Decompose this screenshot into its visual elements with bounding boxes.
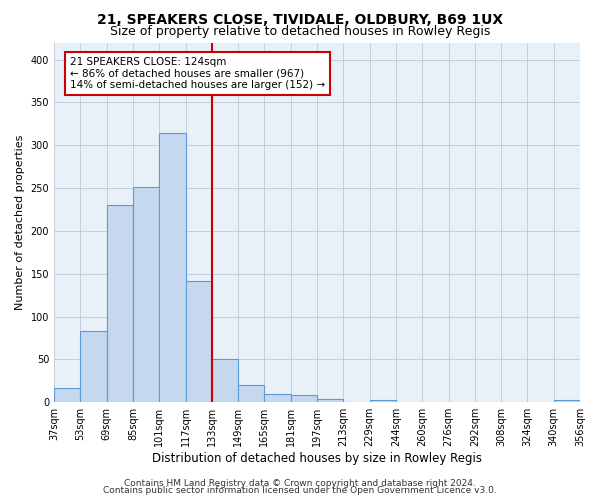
Y-axis label: Number of detached properties: Number of detached properties	[15, 134, 25, 310]
Bar	[54, 388, 80, 402]
Bar	[265, 394, 291, 402]
Text: Size of property relative to detached houses in Rowley Regis: Size of property relative to detached ho…	[110, 25, 490, 38]
Text: Contains public sector information licensed under the Open Government Licence v3: Contains public sector information licen…	[103, 486, 497, 495]
Bar	[80, 331, 107, 402]
Bar	[554, 400, 580, 402]
Text: 21 SPEAKERS CLOSE: 124sqm
← 86% of detached houses are smaller (967)
14% of semi: 21 SPEAKERS CLOSE: 124sqm ← 86% of detac…	[70, 57, 325, 90]
Bar	[185, 282, 212, 402]
Bar	[238, 385, 265, 402]
Bar	[159, 134, 185, 402]
Bar	[291, 394, 317, 402]
Text: 21, SPEAKERS CLOSE, TIVIDALE, OLDBURY, B69 1UX: 21, SPEAKERS CLOSE, TIVIDALE, OLDBURY, B…	[97, 12, 503, 26]
Text: Contains HM Land Registry data © Crown copyright and database right 2024.: Contains HM Land Registry data © Crown c…	[124, 478, 476, 488]
Bar	[370, 400, 396, 402]
Bar	[317, 399, 343, 402]
Bar	[107, 205, 133, 402]
Bar	[212, 360, 238, 402]
X-axis label: Distribution of detached houses by size in Rowley Regis: Distribution of detached houses by size …	[152, 452, 482, 465]
Bar	[133, 187, 159, 402]
